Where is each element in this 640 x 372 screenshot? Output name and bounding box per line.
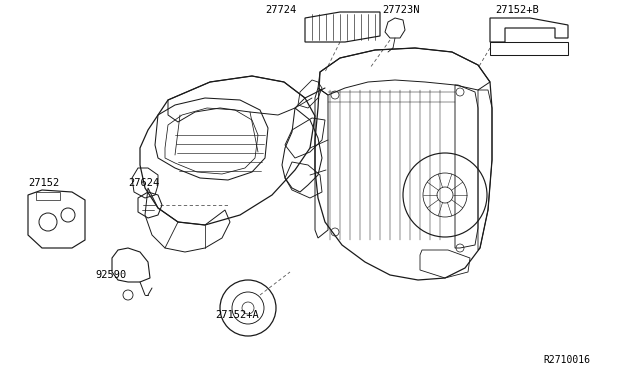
Text: 27152+B: 27152+B xyxy=(495,5,539,15)
Text: 92590: 92590 xyxy=(95,270,126,280)
Text: 27152+A: 27152+A xyxy=(215,310,259,320)
Text: R2710016: R2710016 xyxy=(543,355,590,365)
Text: 27723N: 27723N xyxy=(382,5,419,15)
Text: 27624: 27624 xyxy=(128,178,159,188)
Text: 27724: 27724 xyxy=(265,5,296,15)
Text: 27152: 27152 xyxy=(28,178,60,188)
